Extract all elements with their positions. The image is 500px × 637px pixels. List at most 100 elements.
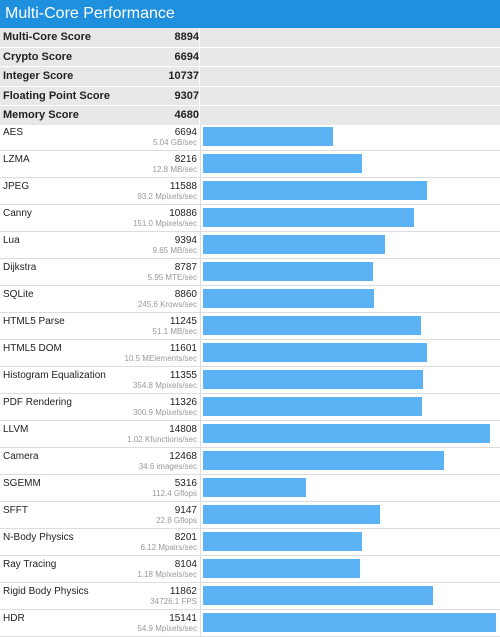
benchmark-score: 8201 [174,532,197,543]
benchmark-bar [203,424,490,443]
column-divider [200,178,201,204]
benchmark-name: Dijkstra [3,262,37,273]
column-divider [200,583,201,609]
benchmark-rate: 54.9 Mpixels/sec [137,624,197,633]
column-divider [200,286,201,312]
summary-row-multi-core: Multi-Core Score 8894 [0,28,500,48]
summary-row-integer: Integer Score 10737 [0,67,500,87]
benchmark-bar [203,559,360,578]
benchmark-bar [203,127,333,146]
summary-value: 9307 [174,89,199,102]
benchmark-score: 8104 [174,559,197,570]
benchmark-rate: 12.8 MB/sec [152,165,197,174]
summary-value: 4680 [174,109,199,122]
benchmark-name: Rigid Body Physics [3,586,89,597]
benchmark-row: SQLite 8860 245.6 Krows/sec [0,286,500,313]
benchmark-rate: 10.5 MElements/sec [124,354,197,363]
benchmark-row: Dijkstra 8787 5.95 MTE/sec [0,259,500,286]
benchmark-rate: 354.8 Mpixels/sec [132,381,197,390]
benchmark-score: 11862 [169,586,197,597]
benchmark-rate: 34.6 images/sec [138,462,197,471]
benchmark-bar [203,505,380,524]
benchmark-rate: 245.6 Krows/sec [137,300,197,309]
benchmark-rate: 34726.1 FPS [150,597,197,606]
benchmark-bar [203,397,422,416]
benchmark-row: Ray Tracing 8104 1.18 Mpixels/sec [0,556,500,583]
benchmark-row: PDF Rendering 11326 300.9 Mpixels/sec [0,394,500,421]
benchmark-bar [203,235,385,254]
benchmark-row: Histogram Equalization 11355 354.8 Mpixels… [0,367,500,394]
summary-spacer [199,47,500,66]
benchmark-name: Canny [3,208,32,219]
benchmark-score: 8787 [174,262,197,273]
benchmark-score: 11588 [169,181,197,192]
summary-label: Floating Point Score [3,89,110,102]
summary-value: 6694 [174,50,199,63]
benchmark-score: 10886 [169,208,197,219]
summary-value: 8894 [174,31,199,44]
benchmark-row: SGEMM 5316 112.4 Gflops [0,475,500,502]
benchmark-score: 9394 [174,235,197,246]
benchmark-score: 11245 [169,316,197,327]
benchmark-row: AES 6694 5.04 GB/sec [0,124,500,151]
benchmark-row: JPEG 11588 93.2 Mpixels/sec [0,178,500,205]
column-divider [200,502,201,528]
benchmark-name: HDR [3,613,25,624]
panel-title: Multi-Core Performance [0,0,500,28]
benchmark-name: Lua [3,235,20,246]
benchmark-rate: 1.02 Kfunctions/sec [127,435,197,444]
column-divider [200,475,201,501]
benchmark-name: AES [3,127,24,138]
benchmark-score: 9147 [174,505,197,516]
column-divider [200,313,201,339]
benchmark-score: 11326 [169,397,197,408]
benchmark-score: 8216 [174,154,197,165]
benchmark-score: 8860 [174,289,197,300]
benchmark-rate: 300.9 Mpixels/sec [132,408,197,417]
summary-label: Integer Score [3,70,74,83]
summary-spacer [199,67,500,86]
summary-table: Multi-Core Score 8894 Crypto Score 6694 … [0,28,500,126]
benchmark-rate: 93.2 Mpixels/sec [137,192,197,201]
summary-label: Crypto Score [3,50,73,63]
benchmark-score: 11601 [169,343,197,354]
benchmark-bar [203,532,362,551]
column-divider [200,394,201,420]
benchmark-row: HTML5 Parse 11245 51.1 MB/sec [0,313,500,340]
benchmark-bar [203,586,433,605]
benchmark-name: SGEMM [3,478,41,489]
summary-value: 10737 [168,70,199,83]
benchmark-bar [203,370,423,389]
summary-spacer [199,106,500,125]
benchmark-rate: 22.8 Gflops [156,516,197,525]
benchmark-rate: 151.0 Mpixels/sec [132,219,197,228]
benchmark-name: Ray Tracing [3,559,57,570]
benchmark-bar [203,181,427,200]
benchmark-rate: 51.1 MB/sec [152,327,197,336]
benchmark-bar [203,478,306,497]
column-divider [200,232,201,258]
benchmark-rate: 6.12 Mpairs/sec [140,543,197,552]
benchmark-row: N-Body Physics 8201 6.12 Mpairs/sec [0,529,500,556]
benchmark-bar [203,316,421,335]
benchmark-score: 14808 [169,424,197,435]
column-divider [200,529,201,555]
benchmark-bar [203,343,427,362]
benchmark-name: N-Body Physics [3,532,74,543]
summary-spacer [199,86,500,105]
benchmark-row: LLVM 14808 1.02 Kfunctions/sec [0,421,500,448]
benchmark-bar [203,262,373,281]
summary-row-memory: Memory Score 4680 [0,106,500,126]
benchmark-name: PDF Rendering [3,397,72,408]
benchmark-bar [203,154,362,173]
benchmark-row: Rigid Body Physics 11862 34726.1 FPS [0,583,500,610]
benchmark-score: 5316 [174,478,197,489]
benchmark-name: LZMA [3,154,30,165]
benchmark-list: AES 6694 5.04 GB/sec LZMA 8216 12.8 MB/sec JPE… [0,124,500,637]
column-divider [200,610,201,636]
benchmark-score: 12468 [169,451,197,462]
column-divider [200,124,201,150]
benchmark-row: Camera 12468 34.6 images/sec [0,448,500,475]
column-divider [200,205,201,231]
